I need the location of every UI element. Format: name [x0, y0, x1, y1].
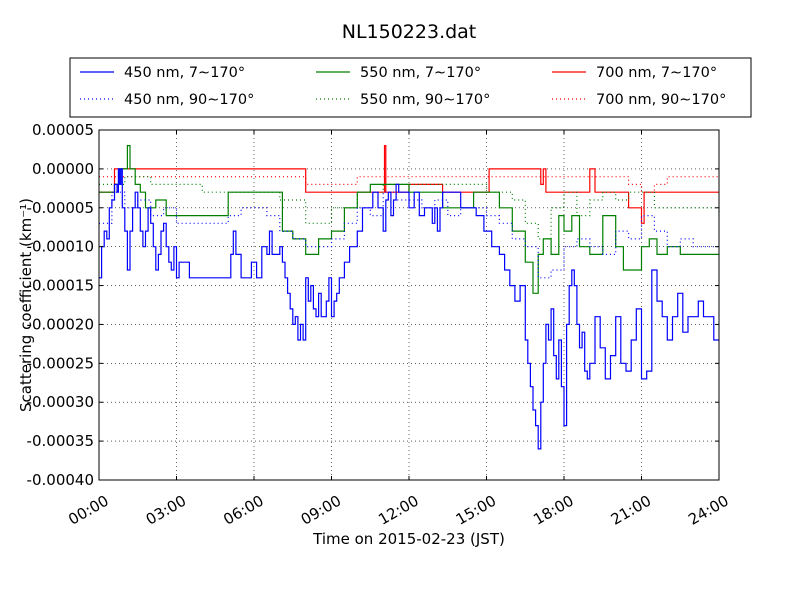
y-tick-label: -0.00035 — [27, 432, 94, 450]
series-line-5 — [99, 176, 719, 193]
chart-title: NL150223.dat — [342, 21, 477, 43]
legend-label-2: 550 nm, 7∼170° — [360, 65, 481, 81]
y-tick-label: -0.00025 — [27, 354, 94, 372]
y-tick-label: -0.00040 — [27, 471, 94, 489]
y-tick-label: 0.00000 — [32, 160, 94, 178]
legend-box — [69, 57, 752, 118]
legend-label-3: 550 nm, 90∼170° — [360, 92, 490, 108]
y-tick-label: -0.00020 — [27, 315, 94, 333]
y-tick-label: -0.00010 — [27, 238, 94, 256]
x-axis-label: Time on 2015-02-23 (JST) — [312, 530, 505, 548]
legend-label-5: 700 nm, 90∼170° — [596, 92, 726, 108]
legend-label-4: 700 nm, 7∼170° — [596, 65, 717, 81]
series-layer — [99, 145, 720, 450]
legend-label-0: 450 nm, 7∼170° — [124, 65, 245, 81]
y-tick-label: -0.00015 — [27, 277, 94, 295]
legend-label-1: 450 nm, 90∼170° — [124, 92, 254, 108]
series-line-1 — [99, 191, 719, 279]
y-tick-label: -0.00005 — [27, 199, 94, 217]
y-tick-label: -0.00030 — [27, 393, 94, 411]
y-axis-label: Scattering coefficient (km⁻¹) — [17, 198, 35, 412]
series-line-4 — [99, 145, 719, 224]
y-tick-label: 0.00005 — [32, 121, 94, 139]
series-line-0 — [99, 168, 719, 450]
series-line-3 — [99, 176, 720, 240]
legend: 450 nm, 7∼170° 550 nm, 7∼170° 700 nm, 7∼17… — [69, 57, 752, 118]
